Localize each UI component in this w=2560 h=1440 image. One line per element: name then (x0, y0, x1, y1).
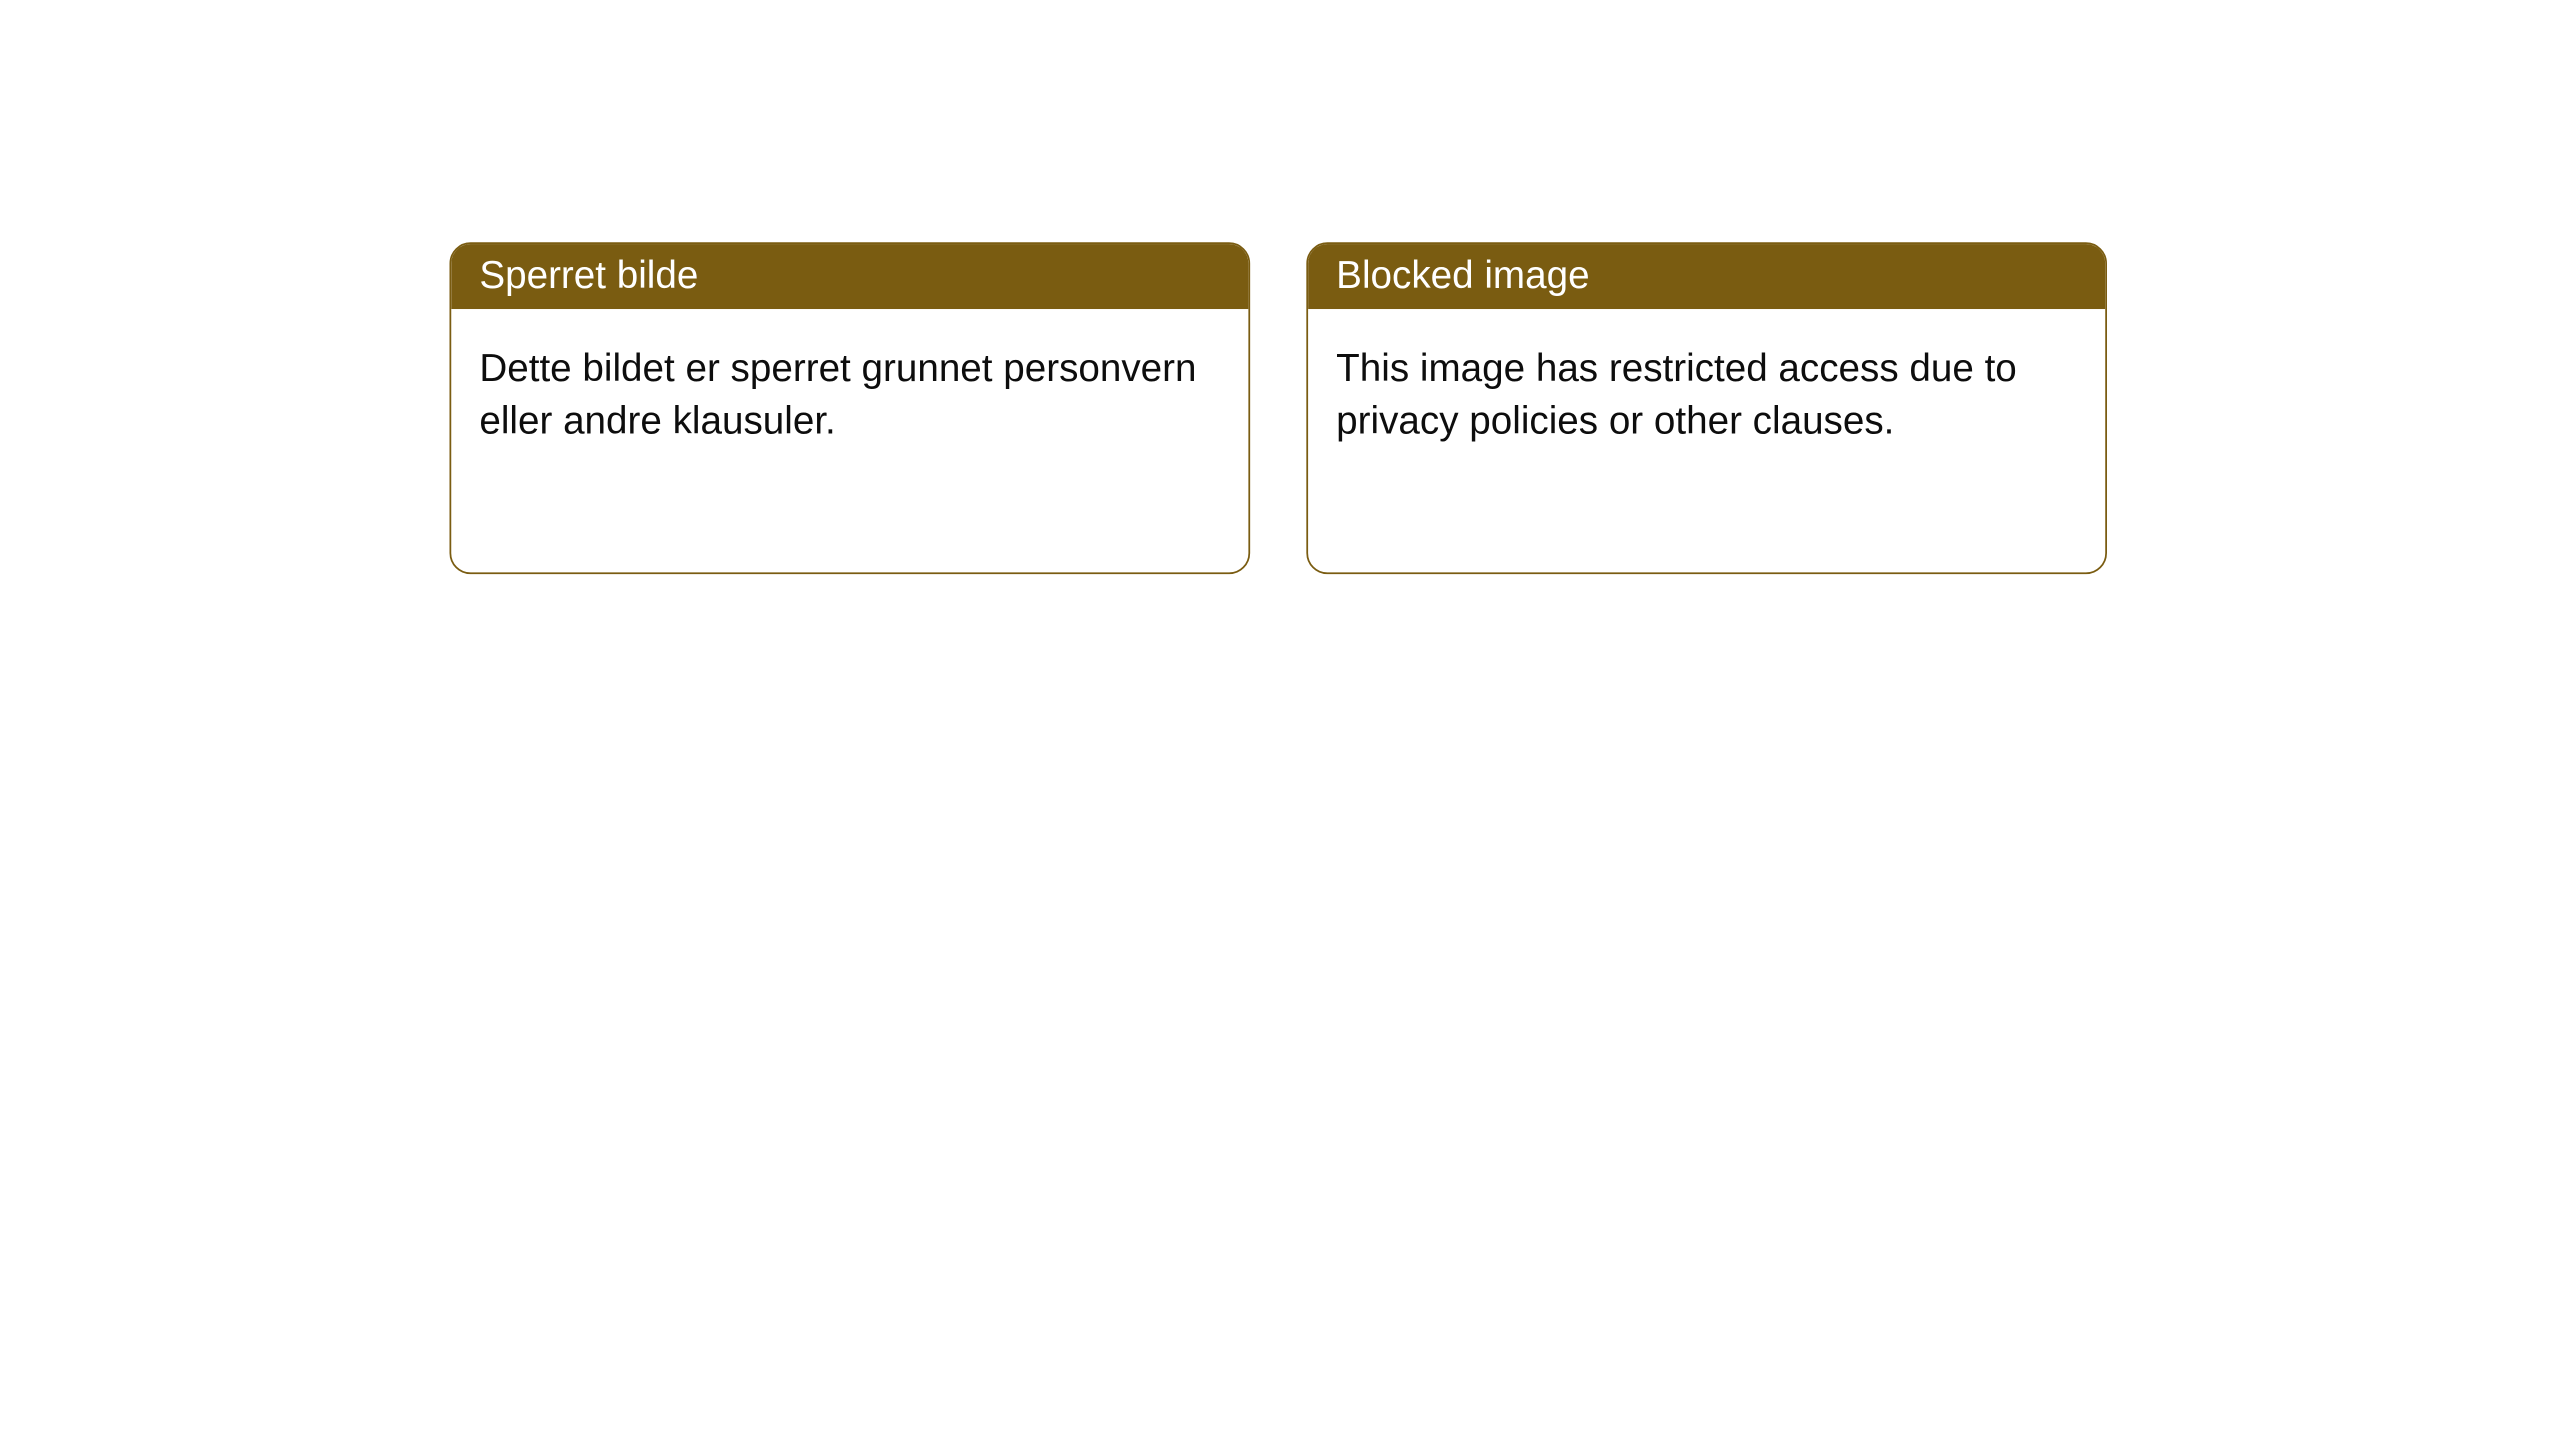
card-title-norwegian: Sperret bilde (451, 244, 1248, 310)
card-body-norwegian: Dette bildet er sperret grunnet personve… (451, 310, 1248, 476)
blocked-image-card-english: Blocked image This image has restricted … (1306, 242, 2107, 574)
blocked-image-card-norwegian: Sperret bilde Dette bildet er sperret gr… (449, 242, 1250, 574)
card-body-english: This image has restricted access due to … (1308, 310, 2105, 476)
blocked-image-notices: Sperret bilde Dette bildet er sperret gr… (0, 0, 2560, 574)
card-title-english: Blocked image (1308, 244, 2105, 310)
